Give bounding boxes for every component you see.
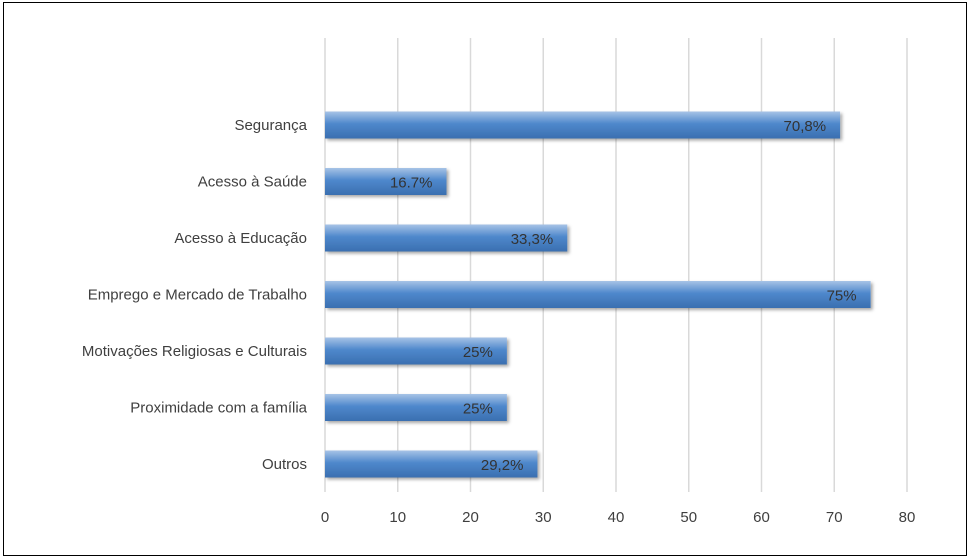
x-tick-label: 60 [753,509,770,526]
gridlines [324,38,908,492]
bar [325,168,447,195]
category-label: Acesso à Saúde [198,174,307,191]
labels: 0 10 20 30 40 50 60 70 80 Segurança 70,8% Acesso à … [82,117,915,526]
data-label: 16.7% [390,175,433,192]
category-label: Emprego e Mercado de Trabalho [88,287,307,304]
bar [325,450,538,478]
bar [325,281,871,308]
data-label: 75% [827,288,857,305]
category-label: Outros [262,456,307,473]
category-label: Proximidade com a família [130,400,307,417]
x-tick-label: 80 [899,509,916,526]
data-label: 25% [463,344,493,361]
bars [325,111,871,478]
data-label: 25% [463,401,493,418]
bar [325,394,507,421]
data-label: 33,3% [511,231,554,248]
bar [325,224,568,252]
bar [325,111,841,139]
data-label: 29,2% [481,457,524,474]
category-label: Segurança [234,117,307,134]
bar [325,337,507,365]
category-label: Motivações Religiosas e Culturais [82,343,307,360]
x-tick-label: 10 [389,509,406,526]
data-label: 70,8% [784,118,827,135]
x-tick-label: 0 [321,509,329,526]
x-tick-label: 20 [462,509,479,526]
x-tick-label: 70 [826,509,843,526]
x-tick-label: 30 [535,509,552,526]
x-tick-label: 50 [680,509,697,526]
category-label: Acesso à Educação [174,230,307,247]
x-tick-label: 40 [608,509,625,526]
